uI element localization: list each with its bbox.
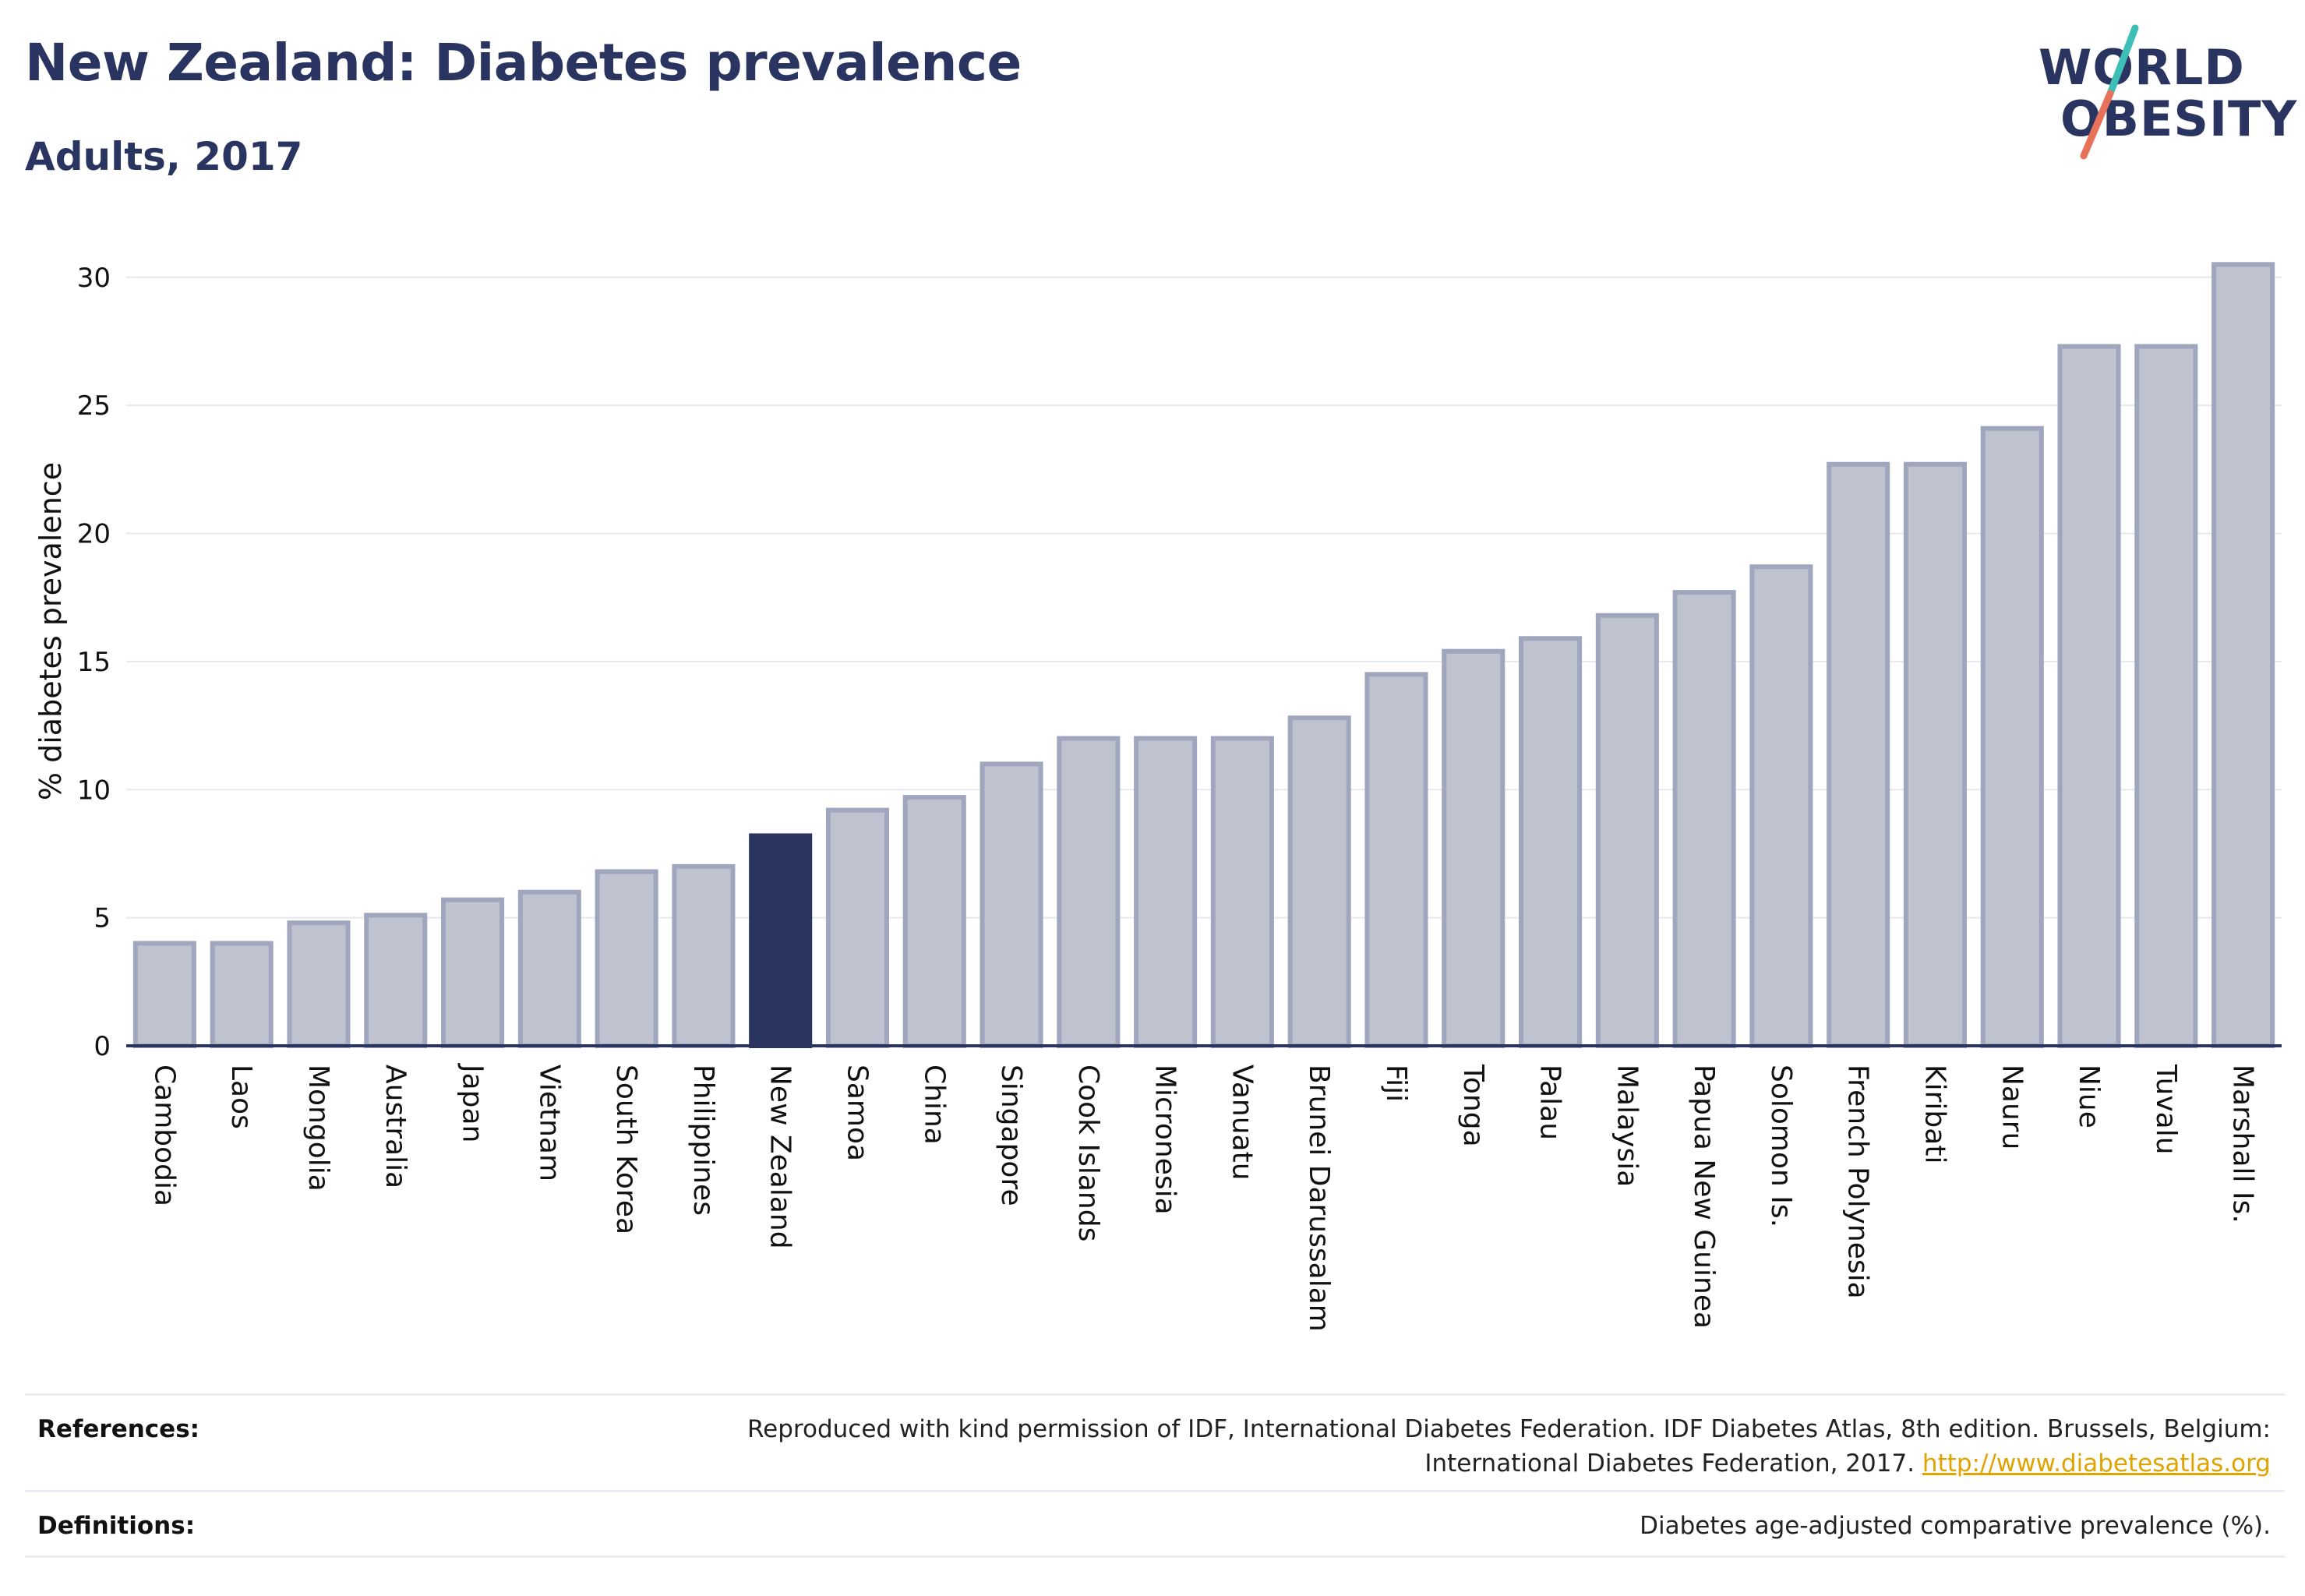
x-tick-label: Mongolia bbox=[302, 1065, 334, 1192]
x-tick-label: Japan bbox=[457, 1063, 489, 1142]
logo-text-line1: WORLD bbox=[2038, 39, 2245, 96]
bar bbox=[1672, 590, 1736, 1048]
bars bbox=[132, 262, 2275, 1049]
x-tick-label: Laos bbox=[225, 1065, 257, 1129]
x-tick-label: Palau bbox=[1534, 1065, 1566, 1140]
x-tick-label: Nauru bbox=[1996, 1065, 2028, 1149]
x-tick-label: Samoa bbox=[841, 1065, 873, 1161]
bar bbox=[1057, 736, 1121, 1048]
bar bbox=[364, 913, 428, 1049]
bar bbox=[2211, 262, 2275, 1048]
diabetes-atlas-link[interactable]: http://www.diabetesatlas.org bbox=[1922, 1449, 2271, 1478]
y-tick-label: 30 bbox=[77, 263, 111, 294]
references-line2: International Diabetes Federation, 2017.… bbox=[747, 1446, 2271, 1481]
x-tick-label: Cook Islands bbox=[1072, 1065, 1104, 1241]
bar bbox=[595, 869, 658, 1048]
references-line1: Reproduced with kind permission of IDF, … bbox=[747, 1415, 2271, 1443]
definitions-label: Definitions: bbox=[37, 1512, 196, 1540]
x-tick-label: China bbox=[918, 1065, 950, 1145]
bar bbox=[1442, 648, 1505, 1048]
logo-slash-top bbox=[2106, 24, 2139, 97]
logo-slash-bottom bbox=[2080, 90, 2114, 160]
bar bbox=[1980, 425, 2044, 1048]
bar bbox=[980, 761, 1043, 1048]
y-tick-label: 5 bbox=[94, 903, 111, 934]
bar bbox=[1903, 461, 1968, 1048]
bar bbox=[1827, 461, 1890, 1048]
x-tick-labels: Cambodia Laos Mongolia Australia Japan Vietna… bbox=[148, 1063, 2258, 1332]
x-tick-label: Papua New Guinea bbox=[1688, 1065, 1720, 1329]
bar bbox=[1210, 736, 1274, 1048]
x-tick-label: Marshall Is. bbox=[2227, 1065, 2259, 1223]
x-tick-label: Tuvalu bbox=[2150, 1064, 2182, 1155]
y-tick-label: 0 bbox=[94, 1031, 111, 1062]
x-tick-label: Vietnam bbox=[533, 1065, 565, 1181]
bar bbox=[132, 941, 196, 1048]
bar bbox=[1134, 736, 1198, 1048]
bar bbox=[210, 941, 274, 1048]
x-tick-label: Singapore bbox=[995, 1065, 1027, 1206]
y-tick-labels: 0 5 10 15 20 25 30 bbox=[77, 263, 111, 1062]
x-tick-label: Solomon Is. bbox=[1765, 1065, 1797, 1227]
x-tick-label: New Zealand bbox=[764, 1065, 796, 1249]
x-tick-label: Micronesia bbox=[1149, 1065, 1181, 1215]
x-tick-label: Malaysia bbox=[1611, 1065, 1643, 1187]
page-title: New Zealand: Diabetes prevalence bbox=[25, 33, 1022, 93]
bar bbox=[902, 795, 966, 1048]
bar-highlighted bbox=[749, 833, 813, 1049]
bar bbox=[1364, 672, 1428, 1048]
y-tick-label: 15 bbox=[77, 647, 111, 678]
logo-slash-icon bbox=[2080, 24, 2139, 160]
bar bbox=[1595, 613, 1659, 1048]
x-tick-label: South Korea bbox=[610, 1065, 642, 1234]
y-tick-label: 10 bbox=[77, 775, 111, 806]
x-tick-label: Fiji bbox=[1380, 1065, 1412, 1102]
world-obesity-logo: WORLD OBESITY bbox=[2026, 22, 2296, 162]
bar bbox=[287, 920, 351, 1048]
bar bbox=[672, 863, 736, 1048]
footer-rule-top bbox=[25, 1393, 2285, 1396]
bar bbox=[1287, 715, 1351, 1048]
x-tick-label: Brunei Darussalam bbox=[1303, 1065, 1335, 1332]
x-tick-label: Australia bbox=[379, 1065, 411, 1188]
y-tick-label: 20 bbox=[77, 519, 111, 550]
page-subtitle: Adults, 2017 bbox=[25, 134, 303, 179]
x-tick-label: Vanuatu bbox=[1226, 1065, 1258, 1181]
x-tick-label: Niue bbox=[2073, 1065, 2105, 1128]
bar bbox=[1518, 636, 1583, 1048]
bar bbox=[517, 889, 581, 1048]
footer-rule-middle bbox=[25, 1490, 2285, 1492]
bar bbox=[825, 807, 890, 1049]
bar bbox=[1749, 564, 1813, 1048]
x-tick-label: Cambodia bbox=[148, 1065, 180, 1206]
references-line2-text: International Diabetes Federation, 2017. bbox=[1424, 1449, 1915, 1478]
bar bbox=[2134, 344, 2198, 1048]
references-text: Reproduced with kind permission of IDF, … bbox=[747, 1412, 2271, 1481]
bar bbox=[440, 897, 505, 1049]
y-axis-label: % diabetes prevalence bbox=[34, 462, 68, 800]
footer-rule-bottom bbox=[25, 1555, 2285, 1558]
y-tick-label: 25 bbox=[77, 390, 111, 422]
bar bbox=[2057, 344, 2121, 1048]
x-tick-label: Tonga bbox=[1457, 1064, 1489, 1147]
references-label: References: bbox=[37, 1415, 200, 1443]
x-tick-label: French Polynesia bbox=[1842, 1065, 1874, 1299]
x-tick-label: Kiribati bbox=[1918, 1065, 1950, 1163]
definitions-text: Diabetes age-adjusted comparative preval… bbox=[1640, 1512, 2271, 1540]
bar-chart: 0 5 10 15 20 25 30 Cambodia Laos Mongolia Austral… bbox=[34, 262, 2282, 1332]
x-tick-label: Philippines bbox=[687, 1065, 719, 1216]
